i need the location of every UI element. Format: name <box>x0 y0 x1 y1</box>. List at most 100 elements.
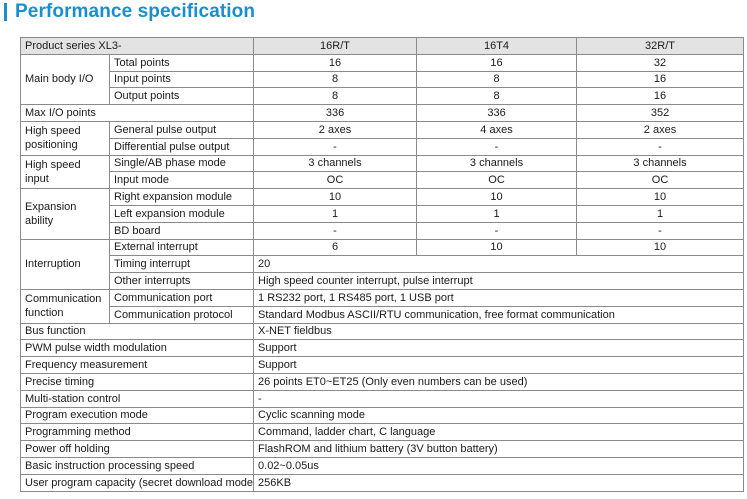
table-row: Power off holding FlashROM and lithium b… <box>19 440 745 458</box>
table-row: BD board - - - <box>21 221 745 240</box>
header-model-2: 16T4 <box>416 37 578 55</box>
cell-value: Cyclic scanning mode <box>253 406 745 425</box>
cell-value: 8 <box>416 70 578 89</box>
row-label: Communication port <box>108 288 255 307</box>
table-row: Communication function Communication por… <box>20 288 745 324</box>
cell-value: 20 <box>253 255 745 274</box>
cell-value: 16 <box>576 87 745 106</box>
table-row: Multi-station control - <box>19 389 745 408</box>
cell-value: - <box>253 137 418 156</box>
row-label: Max I/O points <box>19 104 255 122</box>
row-label: BD board <box>108 221 255 240</box>
cell-value: FlashROM and lithium battery (3V button … <box>253 440 745 458</box>
cell-value: 3 channels <box>416 154 578 173</box>
cell-value: 1 <box>253 204 418 223</box>
cell-value: - <box>576 137 745 156</box>
cell-value: 8 <box>416 87 578 106</box>
cell-value: - <box>253 389 745 408</box>
cell-value: 0.02~0.05us <box>253 456 745 475</box>
row-label: Input mode <box>108 171 255 190</box>
cell-value: 3 channels <box>576 154 745 173</box>
row-label: Other interrupts <box>108 272 255 290</box>
row-label: Frequency measurement <box>19 356 255 374</box>
cell-value: OC <box>253 171 418 190</box>
cell-value: 352 <box>576 104 745 122</box>
table-row: Interruption External interrupt 6 10 10 <box>20 238 745 290</box>
row-label: PWM pulse width modulation <box>19 339 255 358</box>
cell-value: 10 <box>416 238 578 257</box>
table-row: High speed input Single/AB phase mode 3 … <box>20 154 745 190</box>
cell-value: 1 <box>416 204 578 223</box>
table-row: Program execution mode Cyclic scanning m… <box>19 406 745 425</box>
group-label: Main body I/O <box>20 53 110 106</box>
cell-value: - <box>416 137 578 156</box>
table-row: Main body I/O Total points 16 16 32 <box>20 53 745 106</box>
cell-value: 8 <box>253 87 418 106</box>
cell-value: 8 <box>253 70 418 89</box>
table-row: Expansion ability Right expansion module… <box>20 188 745 240</box>
table-row: Communication protocol Standard Modbus A… <box>21 305 745 324</box>
cell-value: 2 axes <box>576 120 745 139</box>
table-row: Input mode OC OC OC <box>21 171 745 190</box>
group-label: Expansion ability <box>20 188 110 240</box>
table-header-row: Product series XL3- 16R/T 16T4 32R/T <box>19 37 745 55</box>
row-label: External interrupt <box>108 238 255 257</box>
cell-value: 10 <box>416 188 578 206</box>
row-label: Basic instruction processing speed <box>19 456 255 475</box>
table-row: Timing interrupt 20 <box>21 255 745 274</box>
cell-value: 4 axes <box>416 120 578 139</box>
cell-value: 2 axes <box>253 120 418 139</box>
row-label: Precise timing <box>19 372 255 391</box>
cell-value: 16 <box>576 70 745 89</box>
table-row: Differential pulse output - - - <box>21 137 745 156</box>
row-label: Left expansion module <box>108 204 255 223</box>
row-label: Programming method <box>19 423 255 442</box>
cell-value: Standard Modbus ASCII/RTU communication,… <box>253 305 745 324</box>
table-row: Bus function X-NET fieldbus <box>19 322 745 341</box>
row-label: Bus function <box>19 322 255 341</box>
cell-value: 10 <box>253 188 418 206</box>
cell-value: 256KB <box>253 473 745 492</box>
group-label: High speed positioning <box>20 120 110 156</box>
cell-value: 26 points ET0~ET25 (Only even numbers ca… <box>253 372 745 391</box>
table-row: Left expansion module 1 1 1 <box>21 204 745 223</box>
table-row: High speed positioning General pulse out… <box>20 120 745 156</box>
cell-value: Command, ladder chart, C language <box>253 423 745 442</box>
cell-value: 32 <box>576 53 745 72</box>
cell-value: Support <box>253 339 745 358</box>
cell-value: 6 <box>253 238 418 257</box>
row-label: Timing interrupt <box>108 255 255 274</box>
page-title: Performance specification <box>15 1 256 22</box>
table-row: Basic instruction processing speed 0.02~… <box>19 456 745 475</box>
table-row: Input points 8 8 16 <box>21 70 745 89</box>
cell-value: 1 RS232 port, 1 RS485 port, 1 USB port <box>253 288 745 307</box>
row-label: Program execution mode <box>19 406 255 425</box>
header-model-3: 32R/T <box>576 37 745 55</box>
cell-value: 3 channels <box>253 154 418 173</box>
row-label: General pulse output <box>108 120 255 139</box>
group-label: Interruption <box>20 238 110 290</box>
row-label: Single/AB phase mode <box>108 154 255 173</box>
table-row: Other interrupts High speed counter inte… <box>21 272 745 290</box>
table-row: User program capacity (secret download m… <box>19 473 745 492</box>
table-row: Programming method Command, ladder chart… <box>19 423 745 442</box>
row-label: User program capacity (secret download m… <box>19 473 255 492</box>
cell-value: High speed counter interrupt, pulse inte… <box>253 272 745 290</box>
cell-value: 16 <box>416 53 578 72</box>
table-row: Precise timing 26 points ET0~ET25 (Only … <box>19 372 745 391</box>
group-label: High speed input <box>20 154 110 190</box>
title-accent-bar <box>4 3 7 21</box>
row-label: Multi-station control <box>19 389 255 408</box>
row-label: Total points <box>108 53 255 72</box>
header-model-1: 16R/T <box>253 37 418 55</box>
cell-value: 16 <box>253 53 418 72</box>
cell-value: OC <box>416 171 578 190</box>
cell-value: - <box>253 221 418 240</box>
cell-value: X-NET fieldbus <box>253 322 745 341</box>
table-row: Frequency measurement Support <box>19 356 745 374</box>
cell-value: Support <box>253 356 745 374</box>
cell-value: 10 <box>576 188 745 206</box>
row-label: Differential pulse output <box>108 137 255 156</box>
header-product-series: Product series XL3- <box>19 37 255 55</box>
cell-value: - <box>576 221 745 240</box>
